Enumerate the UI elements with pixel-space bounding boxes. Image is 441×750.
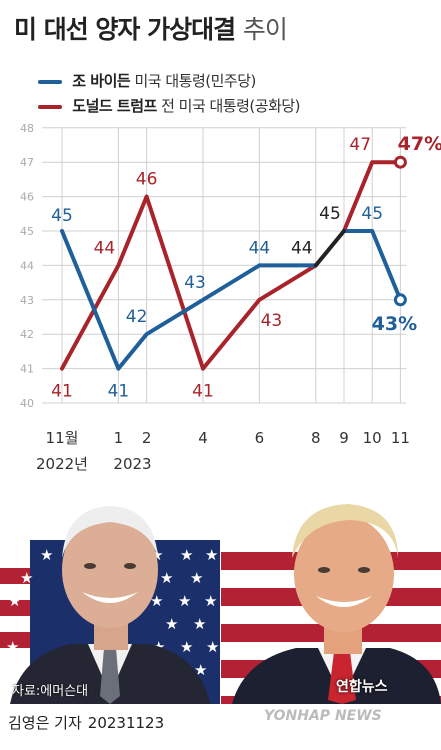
svg-text:★: ★ bbox=[18, 615, 31, 633]
svg-text:★: ★ bbox=[180, 638, 193, 656]
x-tick-label: 10 bbox=[363, 429, 382, 447]
legend-swatch-biden bbox=[38, 79, 62, 84]
x-tick-label: 11월 bbox=[46, 429, 79, 447]
x-tick-label: 6 bbox=[255, 429, 265, 447]
y-tick-label: 40 bbox=[20, 397, 34, 410]
trump-portrait bbox=[232, 504, 441, 704]
x-tick-label: 9 bbox=[339, 429, 349, 447]
page-title: 미 대선 양자 가상대결 추이 bbox=[14, 10, 288, 46]
x-tick-label: 8 bbox=[311, 429, 321, 447]
yonhap-logo: 연합뉴스 bbox=[336, 679, 388, 695]
svg-text:★: ★ bbox=[20, 569, 33, 587]
reporter-credit: 김영은 기자 20231123 bbox=[8, 712, 164, 733]
svg-text:★: ★ bbox=[204, 592, 217, 610]
svg-text:★: ★ bbox=[8, 592, 21, 610]
data-label-tie: 44 bbox=[291, 238, 313, 258]
legend-swatch-trump bbox=[38, 104, 62, 109]
source-credit: 자료:에머슨대 bbox=[12, 684, 89, 699]
data-label-trump: 41 bbox=[192, 382, 214, 402]
svg-text:★: ★ bbox=[40, 546, 53, 564]
svg-text:★: ★ bbox=[190, 569, 203, 587]
y-tick-label: 43 bbox=[20, 294, 34, 307]
data-label-biden: 42 bbox=[126, 307, 148, 327]
series-line-trump bbox=[60, 160, 403, 371]
end-marker-biden bbox=[393, 293, 407, 307]
publish-date: 20231123 bbox=[87, 714, 165, 732]
reporter-name: 김영은 기자 bbox=[8, 714, 82, 732]
x-tick-label: 4 bbox=[198, 429, 208, 447]
svg-text:★: ★ bbox=[206, 638, 219, 656]
svg-text:★: ★ bbox=[205, 546, 218, 564]
svg-text:★: ★ bbox=[150, 592, 163, 610]
legend-item-biden: 조 바이든 미국 대통령(민주당) bbox=[38, 70, 256, 91]
y-tick-label: 42 bbox=[20, 328, 34, 341]
series-line-biden bbox=[60, 229, 403, 371]
legend-name-biden: 조 바이든 bbox=[72, 72, 131, 90]
data-label-trump: 46 bbox=[136, 170, 158, 190]
svg-text:★: ★ bbox=[178, 592, 191, 610]
x-tick-label: 11 bbox=[391, 429, 410, 447]
legend-role-trump: 전 미국 대통령(공화당) bbox=[161, 97, 301, 115]
data-label-biden: 45 bbox=[51, 206, 73, 226]
data-label-trump: 41 bbox=[51, 382, 73, 402]
data-label-trump: 47% bbox=[398, 133, 441, 155]
x-year-label: 2023 bbox=[113, 455, 151, 473]
y-tick-label: 48 bbox=[20, 122, 34, 135]
biden-portrait bbox=[10, 506, 210, 704]
candidates-photo: ★★★★★ ★★★ ★★★★ ★★★ ★★★★ ★★★ bbox=[0, 504, 441, 704]
data-label-biden: 45 bbox=[361, 204, 383, 224]
y-tick-label: 44 bbox=[20, 259, 34, 272]
y-tick-label: 47 bbox=[20, 156, 34, 169]
y-tick-label: 46 bbox=[20, 191, 34, 204]
watermark: YONHAP NEWS bbox=[264, 708, 382, 724]
data-label-trump: 47 bbox=[349, 135, 371, 155]
data-label-tie: 45 bbox=[319, 204, 341, 224]
data-label-biden: 43% bbox=[372, 313, 417, 335]
x-tick-label: 2 bbox=[142, 429, 152, 447]
data-label-trump: 44 bbox=[94, 238, 116, 258]
end-marker-trump bbox=[393, 155, 407, 169]
x-year-label: 2022년 bbox=[36, 455, 88, 473]
legend-role-biden: 미국 대통령(민주당) bbox=[134, 72, 257, 90]
svg-text:★: ★ bbox=[180, 546, 193, 564]
title-sub: 추이 bbox=[242, 15, 288, 44]
data-label-biden: 41 bbox=[108, 382, 130, 402]
data-label-biden: 44 bbox=[249, 238, 271, 258]
title-main: 미 대선 양자 가상대결 bbox=[14, 15, 236, 44]
data-label-trump: 43 bbox=[261, 311, 283, 331]
legend-name-trump: 도널드 트럼프 bbox=[72, 97, 157, 115]
svg-text:★: ★ bbox=[6, 638, 19, 656]
legend-item-trump: 도널드 트럼프 전 미국 대통령(공화당) bbox=[38, 95, 301, 116]
x-tick-label: 1 bbox=[114, 429, 124, 447]
tie-segment-line bbox=[313, 229, 346, 268]
svg-text:★: ★ bbox=[165, 615, 178, 633]
data-label-biden: 43 bbox=[184, 273, 206, 293]
footer bbox=[0, 704, 441, 750]
svg-text:★: ★ bbox=[193, 615, 206, 633]
y-tick-label: 45 bbox=[20, 225, 34, 238]
y-tick-label: 41 bbox=[20, 363, 34, 376]
svg-text:★: ★ bbox=[12, 546, 25, 564]
svg-text:★: ★ bbox=[160, 569, 173, 587]
